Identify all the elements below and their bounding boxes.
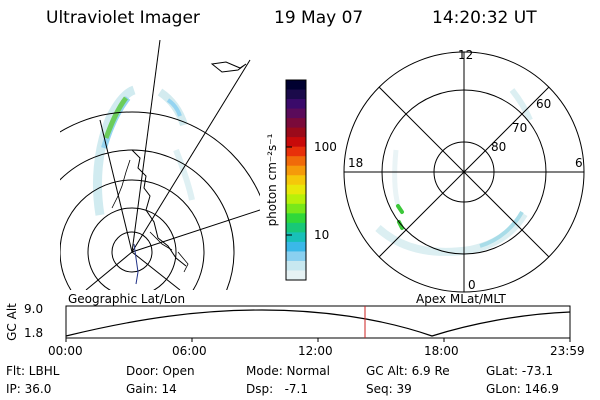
timeline-xtick-0: 00:00 — [48, 344, 83, 358]
ip-info: IP: 36.0 — [6, 382, 52, 396]
colorbar-cell — [286, 241, 306, 253]
timeline-left-title: Geographic Lat/Lon — [68, 292, 186, 306]
colorbar-cell — [286, 80, 306, 91]
colorbar-cell — [286, 213, 306, 224]
colorbar-cell — [286, 146, 306, 157]
colorbar-cell — [286, 203, 306, 214]
geographic-map — [60, 40, 260, 290]
seq-info: Seq: 39 — [366, 382, 412, 396]
timeline-ytick-max: 9.0 — [24, 302, 44, 316]
lat-label-80: 80 — [491, 140, 507, 154]
gc-alt-info: GC Alt: 6.9 Re — [366, 364, 450, 378]
polar-auroral-emission — [375, 88, 533, 256]
lat-label-60: 60 — [536, 97, 552, 111]
colorbar-tick-100: 100 — [314, 140, 337, 154]
colorbar-unit-label: photon cm⁻²s⁻¹ — [265, 133, 279, 227]
colorbar-tick-10: 10 — [314, 228, 330, 242]
glat-info: GLat: -73.1 — [486, 364, 553, 378]
colorbar-cell — [286, 165, 306, 176]
colorbar-cell — [286, 118, 306, 129]
mlt-label-0: 0 — [468, 278, 476, 292]
colorbar-cell — [286, 232, 306, 243]
timeline-xtick-1: 06:00 — [172, 344, 207, 358]
mlt-label-18: 18 — [348, 156, 364, 170]
polar-plot — [343, 51, 585, 293]
mlt-label-12: 12 — [458, 48, 474, 62]
colorbar — [285, 79, 307, 281]
colorbar-cell — [286, 89, 306, 100]
colorbar-cell — [286, 270, 306, 281]
gc-altitude-curve — [65, 309, 571, 337]
mode-info: Mode: Normal — [246, 364, 330, 378]
date-label: 19 May 07 — [274, 8, 364, 28]
colorbar-scale — [286, 80, 306, 281]
gain-info: Gain: 14 — [126, 382, 177, 396]
timeline-xtick-4: 23:59 — [550, 344, 585, 358]
filter-info: Flt: LBHL — [6, 364, 60, 378]
instrument-title: Ultraviolet Imager — [46, 8, 200, 28]
door-info: Door: Open — [126, 364, 195, 378]
colorbar-cell — [286, 137, 306, 148]
colorbar-cell — [286, 184, 306, 195]
colorbar-cell — [286, 175, 306, 186]
colorbar-cell — [286, 99, 306, 110]
timeline-xtick-3: 18:00 — [424, 344, 459, 358]
timeline-y-label: GC Alt — [5, 303, 19, 341]
colorbar-cell — [286, 222, 306, 233]
colorbar-cell — [286, 108, 306, 119]
timeline-right-title: Apex MLat/MLT — [416, 292, 506, 306]
colorbar-cell — [286, 251, 306, 262]
timeline-panel — [65, 305, 571, 342]
mlt-label-6: 6 — [575, 156, 583, 170]
glon-info: GLon: 146.9 — [486, 382, 559, 396]
colorbar-cell — [286, 156, 306, 167]
colorbar-cell — [286, 194, 306, 205]
dsp-info: Dsp: -7.1 — [246, 382, 309, 396]
timeline-ytick-min: 1.8 — [24, 326, 44, 340]
colorbar-cell — [286, 127, 306, 138]
colorbar-cell — [286, 260, 306, 272]
lat-label-70: 70 — [512, 121, 528, 135]
time-label: 14:20:32 UT — [432, 8, 537, 28]
timeline-xtick-2: 12:00 — [298, 344, 333, 358]
